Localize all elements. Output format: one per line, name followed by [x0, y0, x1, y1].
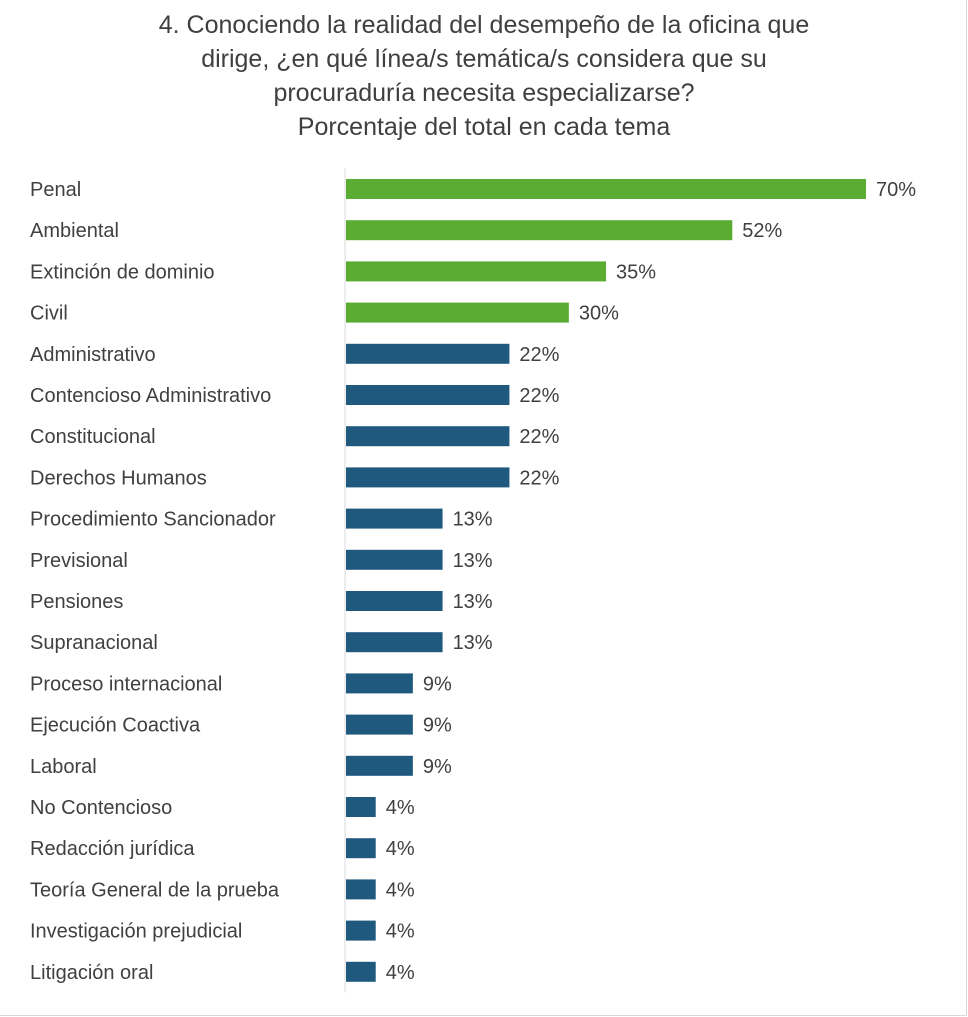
chart-title-line-4: Porcentaje del total en cada tema [297, 113, 671, 141]
data-label: 13% [453, 550, 493, 572]
category-label: Supranacional [30, 632, 158, 654]
bar [346, 797, 376, 817]
data-label: 30% [579, 303, 619, 325]
bar [346, 302, 569, 323]
category-label: Procedimiento Sancionador [30, 509, 276, 531]
bar [346, 261, 606, 282]
chart-title-line-2: dirige, ¿en qué línea/s temática/s consi… [201, 45, 767, 73]
category-label: Litigación oral [30, 962, 153, 984]
data-label: 70% [876, 179, 916, 201]
data-label: 4% [386, 879, 415, 901]
bar [346, 467, 510, 488]
category-label: Constitucional [30, 426, 156, 448]
category-label: Pensiones [30, 591, 123, 613]
bar [346, 879, 376, 900]
data-label: 13% [453, 591, 493, 613]
category-label: Extinción de dominio [30, 261, 215, 283]
data-label: 13% [453, 509, 493, 531]
bar [346, 632, 443, 653]
category-label: Laboral [30, 756, 97, 778]
data-label: 52% [742, 220, 782, 242]
bar [346, 343, 510, 364]
category-label: Ejecución Coactiva [30, 715, 201, 737]
category-label: Administrativo [30, 344, 156, 366]
bar [346, 220, 733, 241]
chart-title-line-1: 4. Conociendo la realidad del desempeño … [158, 11, 810, 39]
data-label: 9% [423, 756, 452, 778]
data-label: 4% [386, 838, 415, 860]
bar [346, 591, 443, 611]
category-label: Proceso internacional [30, 673, 222, 695]
bar [346, 673, 413, 694]
data-label: 22% [519, 344, 559, 366]
category-label: Penal [30, 179, 81, 201]
bar [346, 385, 510, 405]
data-label: 4% [386, 797, 415, 819]
category-label: No Contencioso [30, 797, 172, 819]
data-label: 4% [386, 962, 415, 984]
category-label: Redacción jurídica [30, 838, 195, 860]
data-label: 22% [519, 467, 559, 489]
data-label: 9% [423, 673, 452, 695]
category-label: Contencioso Administrativo [30, 385, 271, 407]
bar [346, 838, 376, 859]
category-label: Ambiental [30, 220, 119, 242]
bar [346, 549, 443, 570]
data-label: 35% [616, 261, 656, 283]
category-label: Derechos Humanos [30, 467, 207, 489]
category-label: Teoría General de la prueba [30, 879, 280, 901]
data-label: 13% [453, 632, 493, 654]
chart-title-line-3: procuraduría necesita especializarse? [273, 79, 695, 107]
bar [346, 755, 413, 776]
bar [346, 920, 376, 941]
data-label: 22% [519, 426, 559, 448]
category-label: Civil [30, 303, 68, 325]
bar [346, 508, 443, 529]
data-label: 4% [386, 921, 415, 943]
bar [346, 426, 510, 447]
bar [346, 961, 376, 982]
category-label: Investigación prejudicial [30, 921, 242, 943]
bar [346, 179, 866, 199]
bar [346, 714, 413, 735]
category-label: Previsional [30, 550, 128, 572]
data-label: 9% [423, 715, 452, 737]
data-label: 22% [519, 385, 559, 407]
